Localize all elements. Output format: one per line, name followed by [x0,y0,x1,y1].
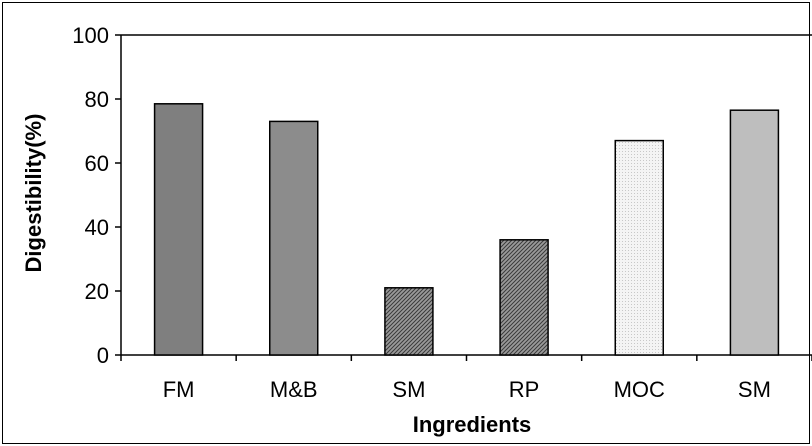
y-axis-title: Digestibility(%) [21,114,46,273]
y-tick-label: 20 [85,279,109,304]
x-tick-label: SM [738,377,771,402]
y-tick-label: 60 [85,151,109,176]
x-tick-label: RP [509,377,540,402]
x-tick-label: M&B [270,377,318,402]
x-axis-title: Ingredients [413,412,532,437]
bar [499,239,549,356]
y-tick-label: 40 [85,215,109,240]
x-tick-label: SM [392,377,425,402]
y-ticks: 0 20 40 60 80 100 [72,23,121,368]
x-ticks [120,355,812,361]
bar [384,287,434,356]
x-tick-labels: FM M&B SM RP MOC SM [163,377,771,402]
y-tick-label: 0 [97,343,109,368]
x-tick-label: FM [163,377,195,402]
bar [153,103,204,356]
bars [153,103,780,356]
x-tick-label: MOC [614,377,665,402]
bar [614,139,664,356]
bar [269,120,319,356]
y-tick-label: 100 [72,23,109,48]
bar [729,109,780,356]
y-tick-label: 80 [85,87,109,112]
